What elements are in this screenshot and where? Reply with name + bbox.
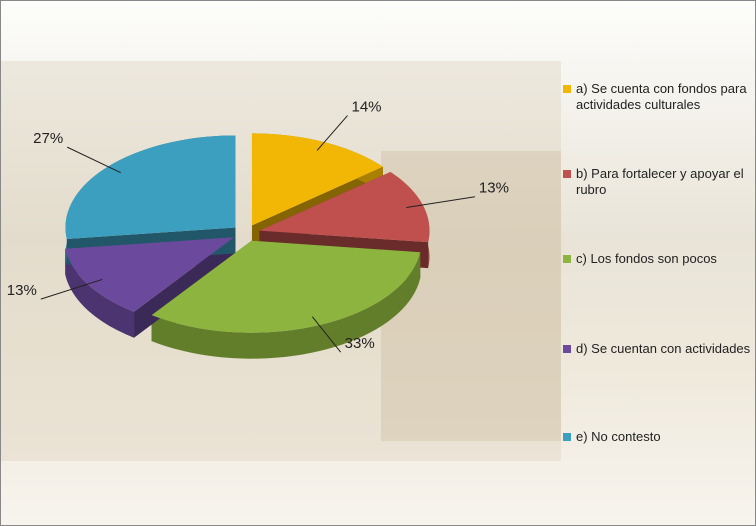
legend-swatch: [563, 255, 571, 263]
legend-swatch: [563, 170, 571, 178]
leader-line: [40, 278, 103, 300]
legend-label: e) No contesto: [576, 429, 661, 444]
slice: [251, 133, 383, 226]
legend-label: a) Se cuenta con fondos para actividades…: [576, 81, 747, 112]
data-label: 27%: [33, 130, 63, 147]
legend-swatch: [563, 85, 571, 93]
slice-side: [65, 248, 135, 338]
legend-label: c) Los fondos son pocos: [576, 251, 717, 266]
slice: [259, 172, 430, 243]
legend-swatch: [563, 433, 571, 441]
legend-label: d) Se cuentan con actividades: [576, 341, 751, 356]
chart: 14% 13% 33% 13% 27%: [1, 61, 561, 461]
leader-line: [66, 146, 121, 174]
leader-line: [316, 115, 348, 151]
slice: [65, 135, 236, 239]
slice: [65, 237, 234, 312]
data-label: 13%: [479, 180, 509, 197]
slice-side: [151, 252, 421, 359]
legend-entry: c) Los fondos son pocos: [563, 251, 753, 267]
legend-entry: e) No contesto: [563, 429, 753, 445]
data-label: 33%: [345, 335, 375, 352]
slice: [151, 240, 421, 333]
legend-entry: a) Se cuenta con fondos para actividades…: [563, 81, 753, 113]
data-label: 13%: [7, 282, 37, 299]
leader-line: [406, 196, 476, 209]
leader-line: [311, 316, 342, 353]
legend-swatch: [563, 345, 571, 353]
legend-entry: b) Para fortalecer y apoyar el rubro: [563, 166, 753, 198]
legend-entry: d) Se cuentan con actividades: [563, 341, 753, 357]
data-label: 14%: [352, 98, 382, 115]
legend-label: b) Para fortalecer y apoyar el rubro: [576, 166, 744, 197]
